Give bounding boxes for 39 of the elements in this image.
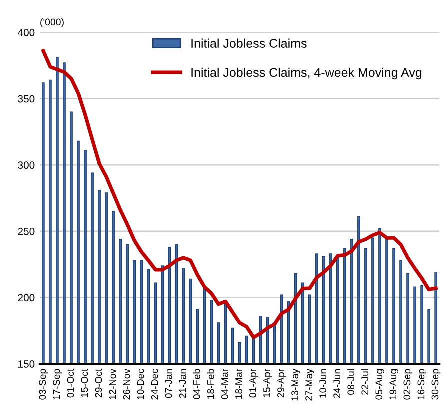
x-tick-label: 04-Feb	[193, 369, 200, 400]
x-tick-label: 15-Oct	[81, 368, 88, 398]
x-tick-label: 22-Jul	[361, 370, 369, 395]
x-tick-label: 19-Aug	[390, 370, 399, 400]
y-axis-title: ('000)	[40, 18, 64, 28]
x-tick-label: 02-Sep	[404, 369, 413, 400]
x-tick-label: 01-Apr	[250, 369, 258, 398]
x-tick-label: 18-Feb	[207, 369, 214, 399]
x-tick-label: 13-May	[292, 368, 300, 401]
x-tick-label: 24-Jun	[334, 370, 341, 398]
y-tick-label: 300	[18, 162, 35, 170]
y-tick-label: 400	[18, 29, 35, 36]
x-tick-label: 24-Dec	[151, 369, 158, 400]
x-tick-label: 01-Oct	[67, 368, 74, 398]
x-tick-label: 10-Dec	[137, 369, 144, 400]
x-tick-label: 27-May	[306, 368, 314, 401]
y-tick-label: 200	[18, 294, 35, 302]
x-tick-label: 21-Jan	[179, 370, 186, 398]
x-tick-label: 10-Jun	[320, 370, 326, 398]
legend-label: Initial Jobless Claims, 4-week Moving Avg	[192, 68, 422, 80]
x-tick-label: 07-Jan	[165, 370, 172, 398]
y-tick-label: 350	[18, 95, 35, 103]
x-tick-label: 16-Sep	[418, 369, 427, 400]
x-tick-label: 05-Aug	[376, 370, 384, 400]
x-tick-label: 03-Sep	[39, 369, 48, 400]
x-tick-label: 26-Nov	[123, 368, 130, 400]
x-tick-label: 12-Nov	[109, 368, 116, 400]
x-tick-label: 30-Sep	[432, 369, 441, 400]
x-tick-label: 17-Sep	[53, 369, 62, 400]
line-series	[42, 49, 438, 340]
y-tick-label: 250	[18, 228, 35, 236]
x-tick-label: 29-Oct	[95, 368, 102, 398]
x-tick-label: 15-Apr	[264, 369, 272, 398]
x-tick-label: 29-Apr	[278, 369, 286, 398]
x-tick-label: 04-Mar	[221, 369, 228, 400]
legend-label: Initial Jobless Claims	[192, 38, 307, 48]
y-tick-label: 150	[18, 360, 35, 368]
x-tick-label: 18-Mar	[235, 369, 242, 399]
x-tick-label: 08-Jul	[347, 370, 355, 395]
